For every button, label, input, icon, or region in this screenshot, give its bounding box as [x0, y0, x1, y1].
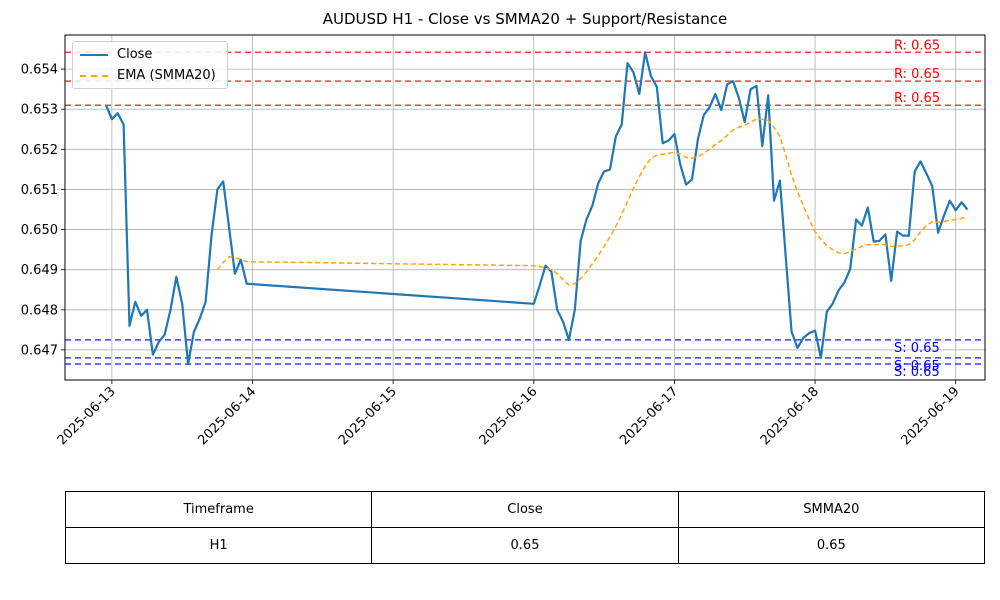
legend-item-smma: EMA (SMMA20)	[73, 66, 227, 86]
legend-label-smma: EMA (SMMA20)	[117, 68, 216, 83]
resistance-label: R: 0.65	[894, 38, 940, 53]
summary-table: Timeframe Close SMMA20 H1 0.65 0.65	[64, 491, 986, 564]
x-tick-label: 2025-06-16	[477, 384, 541, 448]
legend: Close EMA (SMMA20)	[72, 41, 228, 89]
y-tick-label: 0.647	[21, 343, 58, 358]
y-tick-label: 0.650	[21, 223, 58, 238]
legend-swatch-smma	[80, 75, 108, 77]
table-cell: H1	[64, 527, 373, 564]
x-tick-label: 2025-06-18	[758, 384, 822, 448]
smma20-line	[216, 118, 968, 286]
y-tick-label: 0.648	[21, 303, 58, 318]
table-cell: 0.65	[371, 527, 679, 564]
table-header-cell: Close	[371, 491, 679, 528]
x-tick-label: 2025-06-14	[195, 384, 259, 448]
table-header-cell: SMMA20	[677, 491, 986, 528]
support-label: S: 0.65	[894, 365, 940, 380]
resistance-label: R: 0.65	[894, 67, 940, 82]
support-label: S: 0.65	[894, 341, 940, 356]
plot-frame	[64, 34, 986, 381]
table-header-row: Timeframe Close SMMA20	[64, 491, 986, 528]
legend-swatch-close	[80, 54, 108, 56]
legend-item-close: Close	[73, 45, 227, 65]
table-header-cell: Timeframe	[64, 491, 373, 528]
x-tick-label: 2025-06-17	[617, 384, 681, 448]
close-price-line	[104, 51, 969, 366]
table-cell: 0.65	[677, 527, 986, 564]
y-tick-label: 0.652	[21, 143, 58, 158]
x-tick-label: 2025-06-19	[898, 384, 962, 448]
legend-label-close: Close	[117, 47, 153, 62]
chart-title: AUDUSD H1 - Close vs SMMA20 + Support/Re…	[322, 10, 728, 28]
x-tick-label: 2025-06-15	[336, 384, 400, 448]
y-tick-label: 0.649	[21, 263, 58, 278]
y-tick-label: 0.653	[21, 103, 58, 118]
y-tick-label: 0.651	[21, 183, 58, 198]
x-tick-label: 2025-06-13	[55, 384, 119, 448]
y-tick-label: 0.654	[21, 63, 58, 78]
table-row: H1 0.65 0.65	[64, 527, 986, 564]
support-label: S: 0.65	[894, 359, 940, 374]
resistance-label: R: 0.65	[894, 91, 940, 106]
